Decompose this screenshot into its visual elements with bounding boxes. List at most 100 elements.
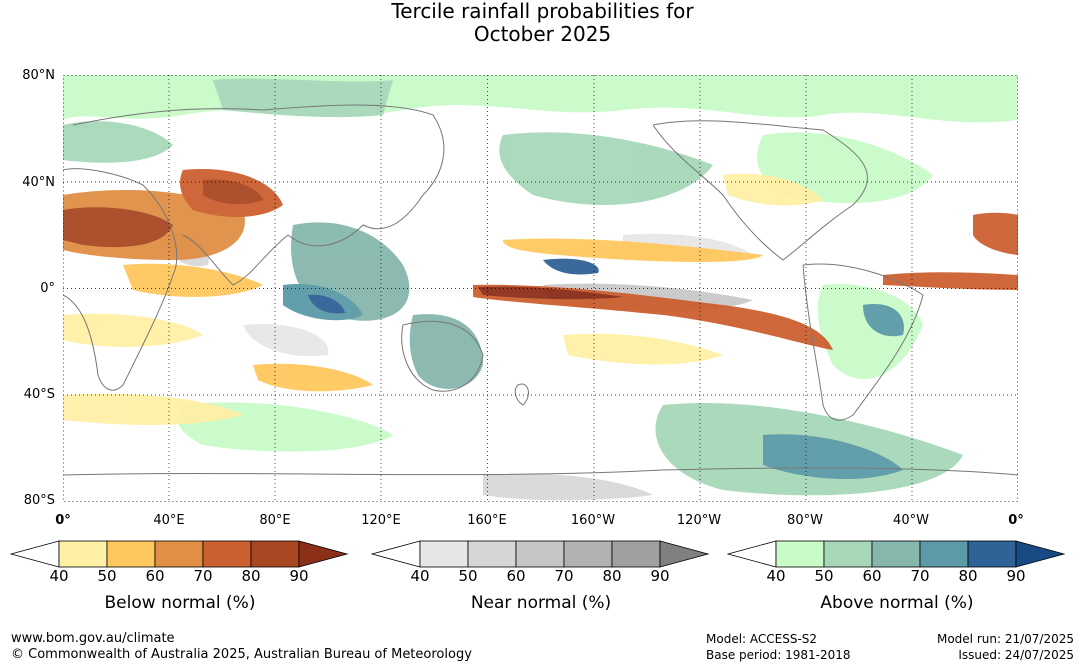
colorbar-near-bin: [563, 540, 613, 568]
tick-label: 40: [766, 567, 786, 585]
tick-label: 90: [289, 567, 309, 585]
colorbar-near-bin: [467, 540, 517, 568]
lat-label-40s: 40°S: [23, 387, 55, 402]
lon-label-80w: 80°W: [787, 513, 823, 528]
colorbar-near-bin: [515, 540, 565, 568]
colorbar-above-bin: [919, 540, 969, 568]
below-itcz-band: [503, 238, 763, 262]
footer-website-link[interactable]: www.bom.gov.au/climate: [11, 631, 175, 646]
colorbar-near-end-triangle: [659, 540, 710, 568]
colorbar-above-end-triangle: [1015, 540, 1066, 568]
near-indian-ocean: [243, 324, 329, 357]
colorbar-below-normal: [10, 540, 349, 568]
rainfall-probability-map: [63, 75, 1018, 502]
colorbar-near-title: Near normal (%): [470, 593, 612, 613]
coast-nz: [514, 383, 529, 406]
below-normal-regions: [63, 169, 1018, 425]
coast-antarctica: [63, 467, 1018, 476]
below-sahara-core: [63, 207, 173, 248]
below-s-pacific: [563, 333, 723, 365]
tick-label: 90: [1006, 567, 1026, 585]
title-line-1: Tercile rainfall probabilities for: [391, 0, 694, 23]
below-indian-ocean-2: [253, 363, 373, 392]
coast-s-america: [802, 263, 924, 421]
graticule: [63, 75, 1018, 502]
colorbar-below-bin: [58, 540, 108, 568]
tick-label: 60: [506, 567, 526, 585]
tick-label: 70: [193, 567, 213, 585]
lat-label-0: 0°: [40, 281, 55, 296]
colorbar-below-end-triangle: [298, 540, 349, 568]
below-eq-pacific: [473, 284, 833, 350]
colorbar-near-ticks: 40 50 60 70 80 90: [371, 567, 711, 587]
above-n-pacific: [499, 132, 713, 205]
lon-label-0-west: 0°: [55, 513, 71, 528]
above-europe: [63, 121, 173, 163]
colorbar-below-ticks: 40 50 60 70 80 90: [10, 567, 350, 587]
lon-label-40w: 40°W: [893, 513, 929, 528]
colorbar-above-start-triangle: [727, 540, 777, 568]
lon-label-120e: 120°E: [361, 513, 401, 528]
tick-label: 40: [410, 567, 430, 585]
tick-label: 80: [958, 567, 978, 585]
colorbar-above-ticks: 40 50 60 70 80 90: [727, 567, 1067, 587]
tick-label: 80: [241, 567, 261, 585]
colorbar-below-bin: [250, 540, 300, 568]
below-s-indian: [63, 313, 203, 347]
colorbar-above-bin: [967, 540, 1017, 568]
tick-label: 70: [554, 567, 574, 585]
footer-model: Model: ACCESS-S2: [706, 632, 818, 646]
colorbar-below-bin: [106, 540, 156, 568]
colorbar-above-title: Above normal (%): [820, 593, 974, 613]
colorbar-above-bin: [775, 540, 825, 568]
colorbar-near-bin: [419, 540, 469, 568]
coast-n-america: [652, 120, 868, 261]
colorbar-above-bin: [871, 540, 921, 568]
colorbar-below-start-triangle: [10, 540, 60, 568]
lon-label-80e: 80°E: [259, 513, 291, 528]
tick-label: 50: [458, 567, 478, 585]
lon-label-120w: 120°W: [676, 513, 722, 528]
lon-label-160e: 160°E: [467, 513, 507, 528]
tick-label: 50: [97, 567, 117, 585]
near-s-ocean: [483, 473, 653, 501]
below-eq-pacific-core: [478, 286, 623, 300]
title-line-2: October 2025: [473, 22, 612, 46]
footer-base-period: Base period: 1981-2018: [706, 648, 851, 662]
coast-africa: [63, 168, 178, 391]
tick-label: 60: [862, 567, 882, 585]
tick-label: 70: [910, 567, 930, 585]
lon-label-0-east: 0°: [1008, 513, 1024, 528]
colorbar-below-title: Below normal (%): [104, 593, 256, 613]
map-title: Tercile rainfall probabilities for Octob…: [0, 0, 1085, 46]
colorbar-near-bin: [611, 540, 661, 568]
tick-label: 90: [650, 567, 670, 585]
above-normal-regions: [63, 75, 1018, 496]
footer-copyright: © Commonwealth of Australia 2025, Austra…: [11, 647, 472, 662]
below-atlantic-core: [973, 212, 1018, 255]
above-maritime-core: [308, 294, 345, 314]
lat-label-40n: 40°N: [22, 175, 55, 190]
lon-label-160w: 160°W: [570, 513, 616, 528]
lat-label-80s: 80°S: [23, 493, 55, 508]
footer-model-run: Model run: 21/07/2025: [936, 632, 1074, 646]
colorbar-below-bin: [202, 540, 252, 568]
below-atlantic-itcz: [883, 272, 1018, 290]
tick-label: 40: [49, 567, 69, 585]
colorbar-near-normal: [371, 540, 710, 568]
above-australia: [409, 314, 483, 389]
colorbar-above-normal: [727, 540, 1066, 568]
below-s-ocean: [63, 393, 243, 425]
above-s-atlantic: [863, 304, 904, 337]
lon-label-40e: 40°E: [153, 513, 185, 528]
tick-label: 80: [602, 567, 622, 585]
colorbar-below-bin: [154, 540, 204, 568]
colorbar-above-bin: [823, 540, 873, 568]
coast-eurasia: [72, 104, 445, 286]
above-c-pacific: [543, 258, 599, 275]
coast-australia: [401, 320, 484, 392]
above-n-siberia: [213, 78, 393, 118]
below-c-asia-core: [203, 179, 263, 205]
tick-label: 50: [814, 567, 834, 585]
coastlines: [63, 104, 1018, 476]
